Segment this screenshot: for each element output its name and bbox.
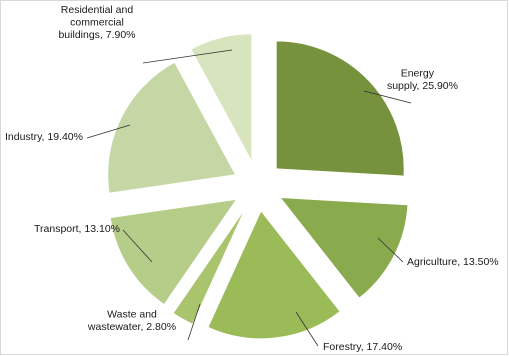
data-label-industry: Industry, 19.40%	[5, 131, 83, 143]
pie-slice-energy-supply	[275, 40, 405, 177]
pie-slice-residential-and-commercial-buildings	[190, 33, 253, 163]
data-label-energy-supply: Energy supply, 25.90%	[387, 68, 458, 93]
leader-line-residential-and-commercial-buildings	[142, 49, 233, 64]
leader-line-industry	[86, 124, 131, 139]
leader-line-forestry	[295, 311, 319, 347]
pie-slice-forestry	[207, 209, 341, 340]
pie-slice-waste-and-wastewater	[172, 207, 247, 325]
leader-line-agriculture	[377, 237, 404, 263]
leader-line-waste-and-wastewater	[187, 303, 201, 341]
data-label-forestry: Forestry, 17.40%	[323, 341, 402, 353]
data-label-transport: Transport, 13.10%	[34, 223, 120, 235]
leader-line-transport	[122, 229, 153, 263]
pie-slice-agriculture	[279, 196, 409, 299]
pie-slice-transport	[109, 198, 238, 306]
pie-slice-industry	[107, 61, 237, 194]
leader-line-energy-supply	[363, 90, 412, 104]
data-label-waste-and-wastewater: Waste and wastewater, 2.80%	[87, 309, 176, 334]
data-label-residential-and-commercial-buildings: Residential and commercial buildings, 7.90…	[58, 4, 135, 41]
data-label-agriculture: Agriculture, 13.50%	[407, 256, 499, 268]
